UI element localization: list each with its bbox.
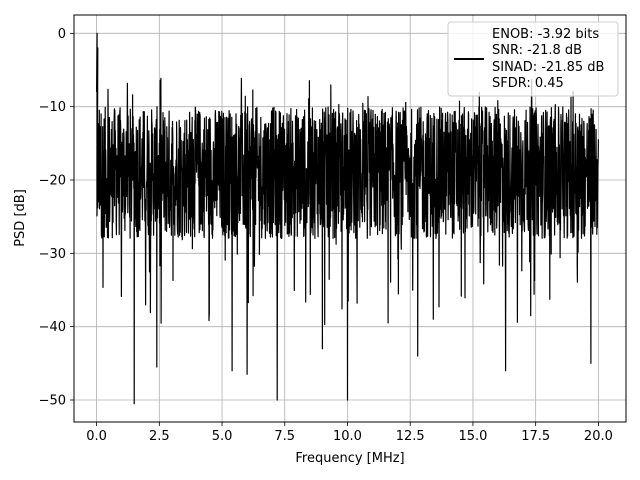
x-tick-label: 12.5: [396, 429, 425, 444]
y-tick-label: −40: [39, 320, 66, 335]
y-tick-label: 0: [58, 27, 66, 42]
x-tick-label: 17.5: [521, 429, 550, 444]
x-tick-label: 7.5: [274, 429, 295, 444]
y-tick-label: −20: [39, 174, 66, 189]
y-tick-label: −10: [39, 100, 66, 115]
legend: ENOB: -3.92 bits SNR: -21.8 dB SINAD: -2…: [447, 21, 619, 97]
y-tick-label: −30: [39, 247, 66, 262]
psd-line: [96, 32, 599, 405]
x-axis: 0.0 2.5 5.0 7.5 10.0 12.5 15.0 17.5 20.0: [86, 422, 613, 444]
x-tick-label: 2.5: [149, 429, 170, 444]
x-tick-label: 20.0: [584, 429, 613, 444]
x-tick-label: 0.0: [86, 429, 107, 444]
legend-box: [447, 21, 619, 97]
x-tick-label: 15.0: [458, 429, 487, 444]
legend-line-sinad: SINAD: -21.85 dB: [492, 60, 604, 75]
legend-line-snr: SNR: -21.8 dB: [492, 43, 582, 58]
x-tick-label: 5.0: [212, 429, 233, 444]
x-tick-label: 10.0: [333, 429, 362, 444]
legend-line-sfdr: SFDR: 0.45: [492, 76, 564, 91]
x-axis-label: Frequency [MHz]: [295, 451, 404, 466]
psd-series: [96, 32, 599, 405]
y-axis: 0 −10 −20 −30 −40 −50: [39, 27, 74, 409]
y-tick-label: −50: [39, 394, 66, 409]
legend-line-enob: ENOB: -3.92 bits: [492, 27, 599, 42]
y-axis-label: PSD [dB]: [13, 189, 28, 247]
plot-frame: [73, 14, 627, 423]
